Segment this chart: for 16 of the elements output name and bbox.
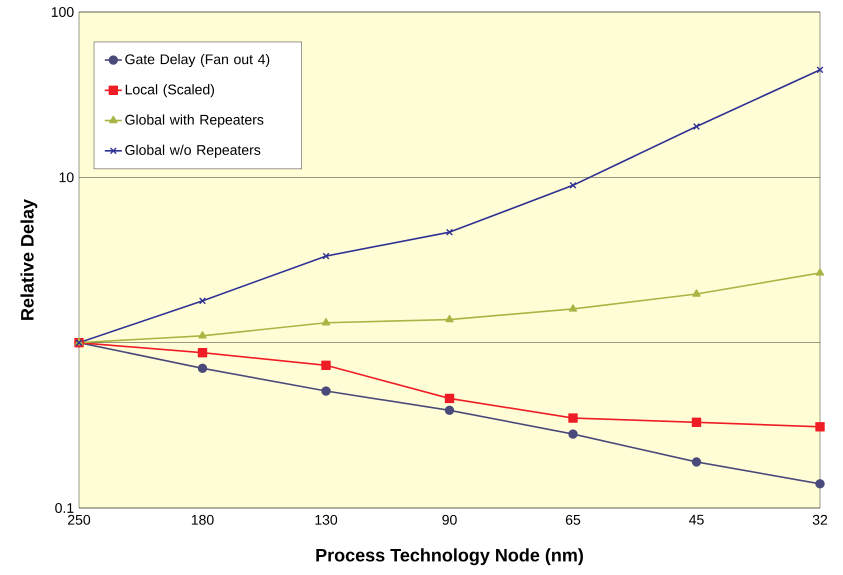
legend-label: Gate Delay (Fan out 4) [125,54,270,68]
x-tick-label: 32 [812,514,828,525]
legend-label: Global w/o Repeaters [125,144,260,158]
y-axis-title: Relative Delay [20,199,38,320]
y-tick-label: 10 [60,172,74,182]
legend-label: Global with Repeaters [125,114,264,128]
x-axis-title: Process Technology Node (nm) [316,548,583,566]
x-tick-label: 45 [689,514,704,525]
y-tick-label: 0.1 [55,503,74,513]
x-tick-label: 250 [68,514,90,525]
x-tick-label: 65 [566,514,580,525]
y-tick-label: 100 [52,7,74,17]
x-tick-label: 130 [315,514,338,525]
legend-label: Local (Scaled) [126,84,214,98]
x-tick-label: 180 [192,514,214,525]
x-tick-label: 90 [442,514,457,525]
